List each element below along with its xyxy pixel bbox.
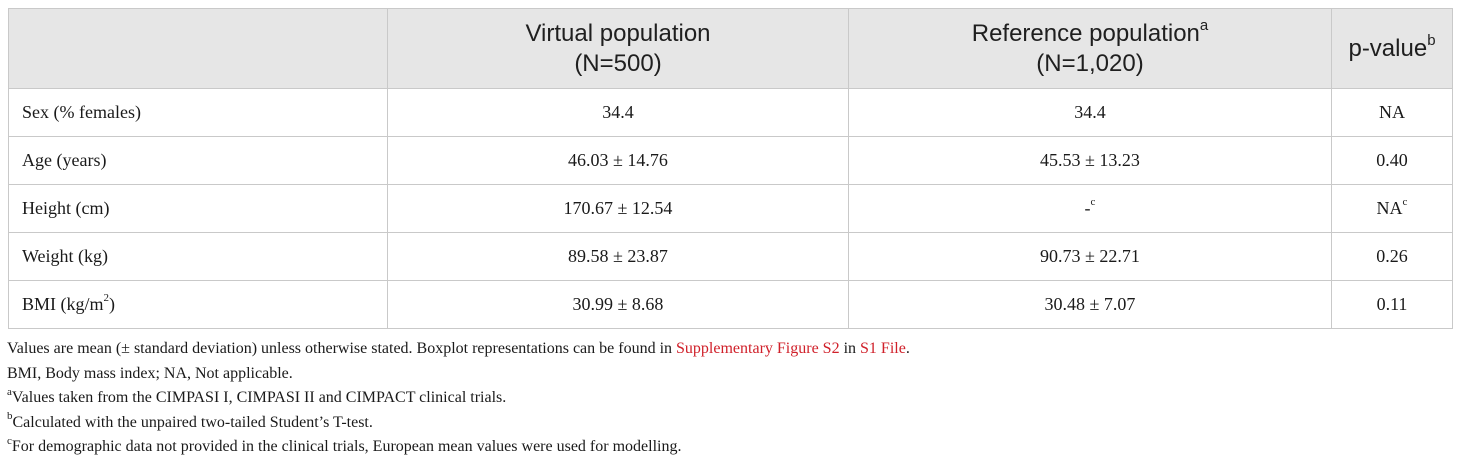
- virtual-value: 89.58 ± 23.87: [387, 232, 849, 281]
- footnote-values-text: Values are mean (± standard deviation) u…: [7, 340, 677, 357]
- reference-value: 34.4: [848, 88, 1332, 137]
- footnote-b: bCalculated with the unpaired two-tailed…: [7, 411, 1447, 436]
- p-value: 0.11: [1331, 280, 1453, 329]
- reference-value: -c: [848, 184, 1332, 233]
- header-p-value-sup: b: [1427, 31, 1436, 49]
- header-virtual-population: Virtual population (N=500): [387, 8, 849, 89]
- row-label-text: BMI (kg/m: [22, 294, 104, 314]
- row-label: Weight (kg): [8, 232, 388, 281]
- reference-footnote-marker: c: [1090, 196, 1096, 208]
- table-row: Sex (% females) 34.4 34.4 NA: [8, 88, 1453, 137]
- virtual-value: 170.67 ± 12.54: [387, 184, 849, 233]
- reference-value: 30.48 ± 7.07: [848, 280, 1332, 329]
- table-footnotes: Values are mean (± standard deviation) u…: [7, 337, 1447, 460]
- row-label-text: Sex (% females): [22, 102, 141, 122]
- row-label-text: Height (cm): [22, 198, 110, 218]
- p-value: NAc: [1331, 184, 1453, 233]
- footnote-values-end: .: [905, 340, 910, 357]
- header-characteristic: [8, 8, 388, 89]
- s1-file-link[interactable]: S1 File: [860, 340, 906, 357]
- header-virtual-line1: Virtual population: [525, 19, 711, 47]
- p-value-footnote-marker: c: [1402, 196, 1408, 208]
- header-p-value-label: p-value: [1348, 34, 1428, 62]
- footnote-b-marker: b: [7, 410, 13, 423]
- table-row: Weight (kg) 89.58 ± 23.87 90.73 ± 22.71 …: [8, 232, 1453, 281]
- footnote-c-marker: c: [7, 434, 12, 447]
- row-label: BMI (kg/m2): [8, 280, 388, 329]
- footnote-values: Values are mean (± standard deviation) u…: [7, 337, 1447, 362]
- virtual-value: 30.99 ± 8.68: [387, 280, 849, 329]
- table-header-row: Virtual population (N=500) Reference pop…: [8, 8, 1453, 89]
- footnote-a-marker: a: [7, 385, 12, 398]
- reference-value: 45.53 ± 13.23: [848, 136, 1332, 185]
- virtual-value: 46.03 ± 14.76: [387, 136, 849, 185]
- table-row: BMI (kg/m2) 30.99 ± 8.68 30.48 ± 7.07 0.…: [8, 280, 1453, 329]
- virtual-value: 34.4: [387, 88, 849, 137]
- header-reference-sup: a: [1199, 16, 1209, 34]
- p-value: 0.40: [1331, 136, 1453, 185]
- header-reference-line1: Reference population: [971, 19, 1200, 47]
- p-value: NA: [1331, 88, 1453, 137]
- footnote-values-connector: in: [839, 340, 861, 357]
- demographics-table: Virtual population (N=500) Reference pop…: [8, 8, 1453, 329]
- row-label-text: Weight (kg): [22, 246, 109, 266]
- header-reference-line2: (N=1,020): [1036, 49, 1144, 77]
- row-label: Sex (% females): [8, 88, 388, 137]
- reference-value: 90.73 ± 22.71: [848, 232, 1332, 281]
- footnote-b-text: Calculated with the unpaired two-tailed …: [12, 413, 373, 431]
- header-virtual-line2: (N=500): [574, 49, 662, 77]
- row-label: Height (cm): [8, 184, 388, 233]
- footnote-a: aValues taken from the CIMPASI I, CIMPAS…: [7, 386, 1447, 411]
- p-value-text: NA: [1376, 198, 1403, 218]
- footnote-c-text: For demographic data not provided in the…: [11, 438, 682, 455]
- p-value: 0.26: [1331, 232, 1453, 281]
- table-row: Height (cm) 170.67 ± 12.54 -c NAc: [8, 184, 1453, 233]
- row-label-suffix: ): [109, 294, 116, 314]
- demographics-table-container: Virtual population (N=500) Reference pop…: [8, 8, 1453, 329]
- row-label: Age (years): [8, 136, 388, 185]
- footnote-c: cFor demographic data not provided in th…: [7, 435, 1447, 460]
- header-reference-population: Reference populationa (N=1,020): [848, 8, 1332, 89]
- footnote-a-text: Values taken from the CIMPASI I, CIMPASI…: [11, 389, 507, 406]
- row-label-superscript: 2: [103, 292, 110, 304]
- table-row: Age (years) 46.03 ± 14.76 45.53 ± 13.23 …: [8, 136, 1453, 185]
- supplementary-figure-link[interactable]: Supplementary Figure S2: [676, 340, 840, 357]
- footnote-abbreviations: BMI, Body mass index; NA, Not applicable…: [7, 364, 293, 382]
- reference-value-text: -: [1084, 198, 1091, 218]
- row-label-text: Age (years): [22, 150, 107, 170]
- header-p-value: p-valueb: [1331, 8, 1453, 89]
